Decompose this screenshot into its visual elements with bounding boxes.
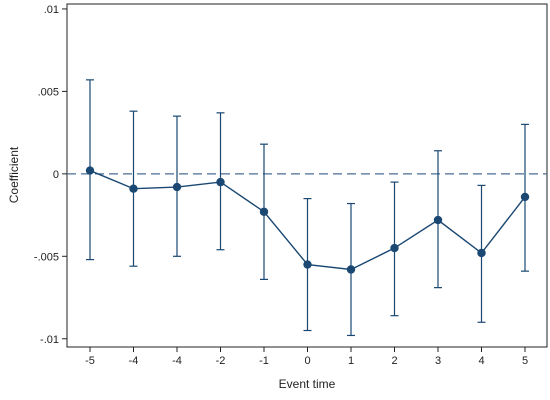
y-tick-label: -.01 [40,334,59,346]
coefficient-point [216,177,225,187]
coefficient-point [172,182,182,192]
x-axis-title: Event time [279,377,336,391]
coefficient-point [520,192,530,202]
coefficient-point [433,215,443,225]
x-tick-label: -1 [259,355,269,367]
coefficient-point [390,243,399,253]
coefficient-point [303,260,312,269]
y-tick-label: .01 [44,4,59,16]
coefficient-point [85,166,95,175]
x-tick-label: 3 [435,355,441,367]
x-tick-label: 4 [478,355,484,367]
coefficient-point [346,265,356,274]
y-axis-title: Coefficient [7,146,21,203]
coefficient-point [129,184,138,193]
x-tick-label: 0 [304,355,310,367]
y-tick-label: -.005 [34,251,59,263]
x-tick-label: -2 [216,355,226,367]
x-tick-label: -4 [129,355,139,367]
coefficient-point [259,207,269,216]
coefficient-point [477,248,486,258]
x-tick-label: -4 [172,355,182,367]
x-tick-label: 2 [391,355,397,367]
y-tick-label: 0 [53,169,59,181]
x-tick-label: 5 [522,355,528,367]
y-tick-label: .005 [38,86,59,98]
x-tick-label: 1 [348,355,354,367]
x-tick-label: -5 [85,355,95,367]
